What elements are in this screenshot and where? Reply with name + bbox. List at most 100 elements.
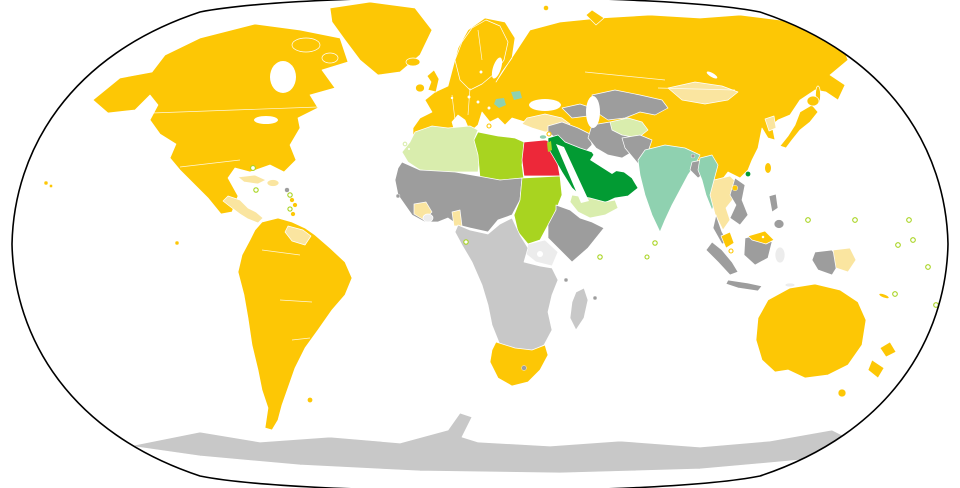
- island-marker: [287, 206, 293, 212]
- region-japan: [779, 104, 819, 149]
- region-guyanas: [284, 225, 312, 246]
- region-bhutan: [690, 153, 696, 159]
- hudson-bay: [270, 61, 296, 93]
- island-marker: [478, 69, 484, 75]
- region-new-zealand: [867, 341, 897, 379]
- great-lakes: [254, 116, 278, 124]
- globe-outline: [11, 0, 949, 488]
- region-horn-of-africa: [547, 204, 605, 263]
- region-south-america: [237, 217, 353, 431]
- region-moldova: [511, 91, 522, 100]
- region-hispaniola: [266, 179, 280, 187]
- island-marker: [486, 123, 492, 129]
- lake-victoria: [537, 251, 543, 257]
- island-marker: [652, 240, 658, 246]
- island-marker: [463, 239, 469, 245]
- region-sudan: [513, 175, 563, 245]
- island-marker: [292, 202, 298, 208]
- island-marker: [910, 237, 916, 243]
- region-papua-indonesia: [811, 249, 841, 276]
- region-new-caledonia: [879, 293, 889, 299]
- region-papua-new-guinea: [832, 247, 857, 273]
- region-greenland: [329, 1, 433, 76]
- island-marker: [253, 187, 259, 193]
- region-madagascar: [569, 287, 589, 331]
- island-marker: [933, 302, 939, 308]
- region-australia: [755, 283, 867, 379]
- island-marker: [597, 254, 603, 260]
- region-hawaii: [43, 180, 49, 186]
- region-ireland: [415, 83, 425, 93]
- region-java: [725, 279, 763, 292]
- region-libya: [473, 131, 525, 181]
- region-sulawesi: [774, 246, 786, 264]
- red-sea: [556, 144, 589, 203]
- region-arabia-gcc: [547, 134, 639, 206]
- region-south-africa: [489, 341, 549, 387]
- island-marker: [906, 217, 912, 223]
- region-canadian-arctic-island: [321, 52, 339, 64]
- baltic-sea: [491, 57, 503, 79]
- region-benin-togo: [451, 209, 463, 227]
- region-philippines: [768, 193, 779, 213]
- region-ivory-coast: [422, 213, 434, 223]
- region-sumatra: [705, 241, 739, 276]
- island-marker: [546, 131, 552, 137]
- island-marker: [852, 217, 858, 223]
- island-marker: [486, 105, 492, 111]
- island-marker: [895, 242, 901, 248]
- island-marker: [406, 146, 412, 152]
- region-maghreb: [401, 125, 481, 173]
- region-hokkaido: [806, 95, 820, 107]
- persian-gulf: [590, 154, 618, 174]
- region-falklands: [307, 397, 313, 403]
- region-hong-kong: [745, 171, 751, 177]
- region-cyprus: [539, 135, 547, 139]
- region-israel: [547, 141, 552, 152]
- island-marker: [563, 277, 569, 283]
- region-cuba: [237, 174, 267, 185]
- island-marker: [174, 240, 180, 246]
- island-marker: [592, 295, 598, 301]
- region-hawaii: [49, 184, 53, 188]
- lake-baikal: [706, 71, 718, 79]
- region-tasmania: [837, 388, 847, 398]
- island-marker: [892, 291, 898, 297]
- region-hainan: [732, 184, 739, 191]
- island-marker: [925, 264, 931, 270]
- caspian-sea: [586, 96, 600, 128]
- region-svalbard: [543, 5, 549, 11]
- region-iceland: [405, 57, 421, 67]
- region-syria-iraq: [547, 121, 593, 153]
- island-marker: [395, 193, 401, 199]
- region-taiwan: [765, 163, 771, 173]
- island-marker: [805, 217, 811, 223]
- island-marker: [475, 99, 481, 105]
- region-novaya-zemlya: [585, 9, 605, 26]
- island-marker: [760, 234, 766, 240]
- region-north-korea: [764, 115, 777, 132]
- region-mindanao: [773, 219, 785, 229]
- region-afghanistan: [609, 117, 649, 139]
- island-marker: [402, 141, 408, 147]
- region-serbia: [494, 98, 506, 108]
- island-marker: [290, 211, 296, 217]
- island-marker: [287, 192, 293, 198]
- region-canadian-arctic-island: [291, 37, 321, 53]
- region-timor: [784, 282, 796, 288]
- region-malaysia: [720, 231, 735, 249]
- region-lesotho: [521, 365, 527, 371]
- island-marker: [250, 165, 256, 171]
- region-central-america: [222, 195, 264, 224]
- island-marker: [284, 187, 290, 193]
- island-marker: [289, 197, 295, 203]
- region-mongolia: [667, 81, 739, 105]
- island-marker: [728, 248, 734, 254]
- country-borders: [151, 29, 736, 341]
- region-central-southern-africa: [454, 217, 559, 353]
- region-uk: [426, 69, 440, 93]
- region-central-asia: [591, 89, 669, 121]
- region-antarctica: [129, 412, 853, 474]
